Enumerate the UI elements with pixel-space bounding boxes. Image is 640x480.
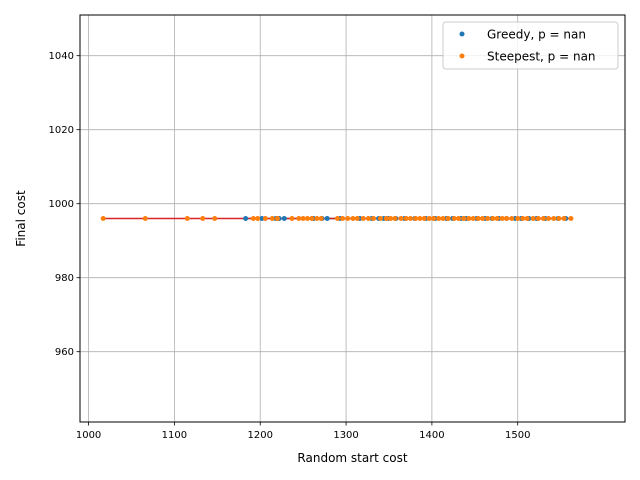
point-steepest xyxy=(334,216,340,221)
point-steepest xyxy=(300,216,306,221)
point-steepest xyxy=(354,216,360,221)
point-steepest xyxy=(494,216,500,221)
point-steepest xyxy=(499,216,505,221)
point-steepest xyxy=(485,216,491,221)
y-tick-label: 1020 xyxy=(49,125,74,136)
x-tick-label: 1300 xyxy=(333,430,358,441)
point-steepest xyxy=(269,216,275,221)
point-steepest xyxy=(371,216,377,221)
point-steepest xyxy=(296,216,302,221)
point-steepest xyxy=(318,216,324,221)
point-steepest xyxy=(392,216,398,221)
point-steepest xyxy=(262,216,268,221)
point-steepest xyxy=(377,216,383,221)
point-steepest xyxy=(289,216,295,221)
point-greedy xyxy=(259,216,265,221)
point-steepest xyxy=(255,216,261,221)
x-axis-label: Random start cost xyxy=(297,451,407,465)
point-steepest xyxy=(426,216,432,221)
point-steepest xyxy=(470,216,476,221)
x-axis-ticks: 1000 1100 1200 1300 1400 1500 xyxy=(76,422,530,441)
y-tick-label: 1040 xyxy=(49,51,74,62)
y-axis-ticks: 960 980 1000 1020 1040 xyxy=(49,51,80,358)
point-steepest xyxy=(546,216,552,221)
point-steepest xyxy=(451,216,457,221)
point-steepest xyxy=(436,216,442,221)
point-steepest xyxy=(524,216,530,221)
x-tick-label: 1400 xyxy=(419,430,444,441)
point-steepest xyxy=(568,216,574,221)
point-steepest xyxy=(314,216,320,221)
point-steepest xyxy=(461,216,467,221)
point-steepest xyxy=(455,216,461,221)
point-steepest xyxy=(345,216,351,221)
point-steepest xyxy=(398,216,404,221)
point-steepest xyxy=(466,216,472,221)
point-steepest xyxy=(250,216,256,221)
point-steepest xyxy=(304,216,310,221)
legend-marker-steepest xyxy=(459,53,465,59)
point-greedy xyxy=(243,216,249,221)
point-steepest xyxy=(142,216,148,221)
point-steepest xyxy=(540,216,546,221)
point-steepest xyxy=(561,216,567,221)
x-tick-label: 1200 xyxy=(248,430,273,441)
point-steepest xyxy=(551,216,557,221)
point-steepest xyxy=(431,216,437,221)
point-steepest xyxy=(360,216,366,221)
point-steepest xyxy=(445,216,451,221)
point-steepest xyxy=(407,216,413,221)
legend: Greedy, p = nan Steepest, p = nan xyxy=(442,21,619,70)
point-steepest xyxy=(388,216,394,221)
legend-label-steepest: Steepest, p = nan xyxy=(487,50,596,64)
point-steepest xyxy=(383,216,389,221)
point-steepest xyxy=(365,216,371,221)
data-points xyxy=(100,216,574,221)
point-steepest xyxy=(309,216,315,221)
plot-frame xyxy=(79,14,626,423)
legend-marker-greedy xyxy=(459,31,465,37)
y-tick-label: 1000 xyxy=(49,199,74,210)
x-tick-label: 1000 xyxy=(76,430,101,441)
point-steepest xyxy=(413,216,419,221)
point-steepest xyxy=(184,216,190,221)
legend-box xyxy=(442,21,619,70)
point-steepest xyxy=(480,216,486,221)
x-tick-label: 1500 xyxy=(505,430,530,441)
point-steepest xyxy=(504,216,510,221)
point-steepest xyxy=(440,216,446,221)
point-steepest xyxy=(475,216,481,221)
y-tick-label: 960 xyxy=(55,347,74,358)
point-steepest xyxy=(515,216,521,221)
point-steepest xyxy=(200,216,206,221)
point-steepest xyxy=(340,216,346,221)
point-steepest xyxy=(417,216,423,221)
point-steepest xyxy=(274,216,280,221)
point-steepest xyxy=(509,216,515,221)
point-steepest xyxy=(212,216,218,221)
y-axis-label: Final cost xyxy=(14,190,28,247)
point-steepest xyxy=(403,216,409,221)
point-steepest xyxy=(530,216,536,221)
point-steepest xyxy=(490,216,496,221)
point-steepest xyxy=(100,216,106,221)
point-steepest xyxy=(421,216,427,221)
point-greedy xyxy=(281,216,287,221)
legend-label-greedy: Greedy, p = nan xyxy=(487,28,586,42)
point-steepest xyxy=(556,216,562,221)
point-steepest xyxy=(535,216,541,221)
y-tick-label: 980 xyxy=(55,273,74,284)
x-tick-label: 1100 xyxy=(162,430,187,441)
point-steepest xyxy=(520,216,526,221)
point-greedy xyxy=(324,216,330,221)
point-steepest xyxy=(350,216,356,221)
